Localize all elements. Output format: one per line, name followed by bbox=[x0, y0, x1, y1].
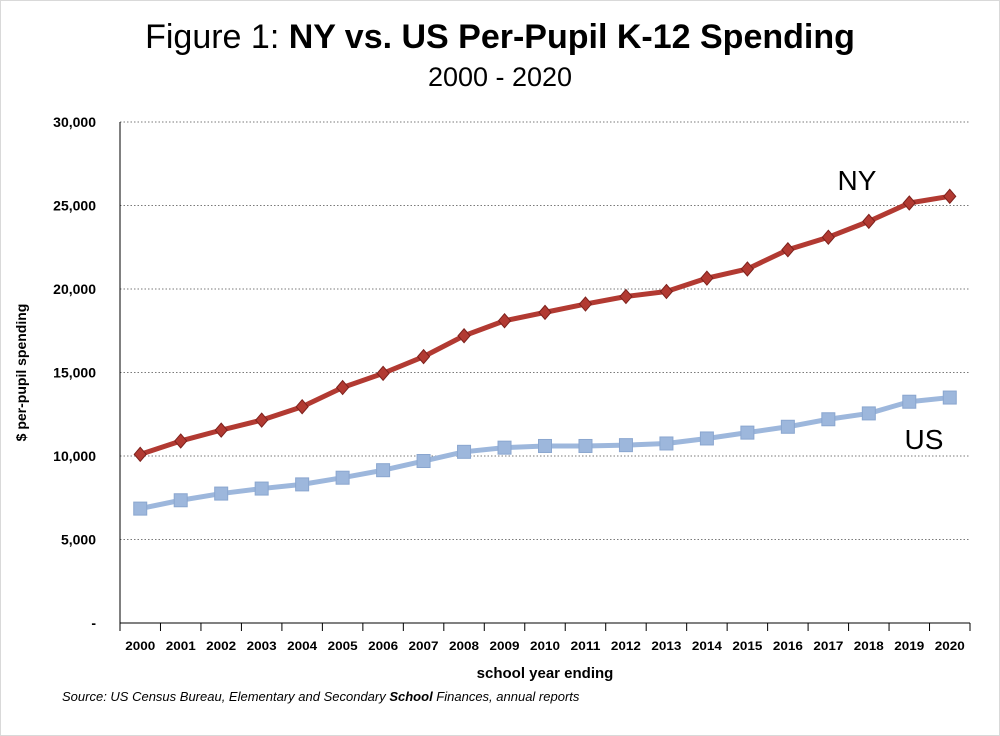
x-tick-label: 2003 bbox=[247, 639, 277, 653]
data-point-us-2017 bbox=[821, 412, 836, 427]
title-prefix: Figure 1: bbox=[145, 18, 289, 56]
data-point-us-2020 bbox=[942, 390, 957, 405]
y-tick-label: 30,000 bbox=[53, 114, 96, 130]
data-point-ny-2004 bbox=[295, 398, 309, 415]
x-tick-label: 2001 bbox=[166, 639, 196, 653]
y-tick-label: 15,000 bbox=[53, 365, 96, 381]
data-point-ny-2016 bbox=[781, 241, 795, 258]
series-label-us: US bbox=[905, 424, 944, 455]
y-tick-label: 5,000 bbox=[61, 532, 96, 548]
data-point-us-2011 bbox=[578, 438, 593, 453]
data-point-us-2018 bbox=[861, 406, 876, 421]
title-main: NY vs. US Per-Pupil K-12 Spending bbox=[288, 18, 855, 56]
data-point-ny-2015 bbox=[740, 261, 755, 277]
data-point-ny-2017 bbox=[821, 229, 835, 245]
y-tick-label: 10,000 bbox=[53, 448, 96, 464]
data-point-ny-2005 bbox=[335, 379, 350, 396]
data-point-us-2002 bbox=[214, 486, 229, 501]
data-point-us-2009 bbox=[497, 440, 512, 455]
data-point-us-2008 bbox=[457, 444, 472, 459]
x-tick-label: 2011 bbox=[570, 639, 600, 653]
x-tick-label: 2009 bbox=[490, 639, 520, 653]
data-point-us-2006 bbox=[376, 463, 391, 478]
x-tick-label: 2019 bbox=[894, 639, 924, 653]
data-point-ny-2018 bbox=[862, 213, 876, 230]
data-point-ny-2012 bbox=[619, 288, 633, 305]
data-point-us-2007 bbox=[416, 454, 431, 469]
data-point-us-2012 bbox=[618, 438, 633, 453]
data-point-ny-2001 bbox=[174, 433, 188, 449]
x-tick-label: 2020 bbox=[935, 639, 965, 653]
data-point-us-2013 bbox=[659, 436, 674, 451]
data-point-ny-2009 bbox=[497, 312, 512, 329]
x-tick-label: 2000 bbox=[125, 639, 155, 653]
x-tick-label: 2016 bbox=[773, 639, 803, 653]
x-tick-label: 2005 bbox=[328, 639, 358, 653]
x-tick-label: 2008 bbox=[449, 639, 479, 653]
source-note: Source: US Census Bureau, Elementary and… bbox=[62, 689, 579, 704]
x-tick-label: 2002 bbox=[206, 639, 236, 653]
x-tick-label: 2018 bbox=[854, 639, 884, 653]
x-tick-label: 2017 bbox=[813, 639, 843, 653]
source-text-bold: School bbox=[389, 689, 433, 704]
x-tick-label: 2013 bbox=[651, 639, 681, 653]
data-point-us-2010 bbox=[538, 438, 552, 453]
data-point-ny-2007 bbox=[416, 348, 431, 365]
data-point-ny-2000 bbox=[133, 446, 147, 463]
data-point-ny-2010 bbox=[538, 304, 552, 321]
data-point-us-2015 bbox=[740, 425, 755, 440]
data-point-us-2003 bbox=[254, 481, 269, 496]
x-tick-label: 2006 bbox=[368, 639, 398, 653]
x-tick-label: 2015 bbox=[732, 639, 762, 653]
data-point-us-2001 bbox=[173, 493, 188, 508]
y-tick-label: 25,000 bbox=[53, 198, 96, 214]
data-point-ny-2002 bbox=[214, 422, 228, 438]
source-text-start: Source: US Census Bureau, Elementary and… bbox=[62, 689, 390, 704]
data-point-ny-2008 bbox=[457, 327, 471, 344]
x-tick-label: 2010 bbox=[530, 639, 560, 653]
data-point-ny-2020 bbox=[943, 188, 957, 205]
x-tick-label: 2004 bbox=[287, 639, 317, 653]
data-point-us-2000 bbox=[133, 501, 148, 516]
x-tick-label: 2007 bbox=[409, 639, 439, 653]
data-point-ny-2011 bbox=[578, 296, 593, 312]
chart-title: Figure 1: NY vs. US Per-Pupil K-12 Spend… bbox=[0, 18, 1000, 57]
y-axis-label: $ per-pupil spending bbox=[13, 304, 29, 442]
source-text-end: Finances, annual reports bbox=[432, 689, 580, 704]
x-tick-label: 2012 bbox=[611, 639, 641, 653]
data-point-ny-2014 bbox=[700, 270, 714, 286]
x-tick-label: 2014 bbox=[692, 639, 722, 653]
data-point-us-2014 bbox=[699, 431, 714, 446]
series-label-ny: NY bbox=[838, 165, 877, 196]
data-point-ny-2006 bbox=[376, 365, 390, 382]
data-point-us-2004 bbox=[295, 477, 310, 492]
y-tick-label: 20,000 bbox=[53, 281, 96, 297]
data-point-ny-2019 bbox=[902, 195, 916, 211]
data-point-us-2005 bbox=[335, 470, 350, 485]
chart-subtitle: 2000 - 2020 bbox=[427, 62, 573, 92]
data-point-us-2016 bbox=[780, 419, 795, 434]
y-tick-label: - bbox=[91, 615, 96, 631]
data-point-us-2019 bbox=[902, 394, 917, 409]
x-axis-label: school year ending bbox=[477, 665, 614, 682]
data-point-ny-2003 bbox=[255, 412, 269, 428]
data-point-ny-2013 bbox=[659, 283, 674, 300]
